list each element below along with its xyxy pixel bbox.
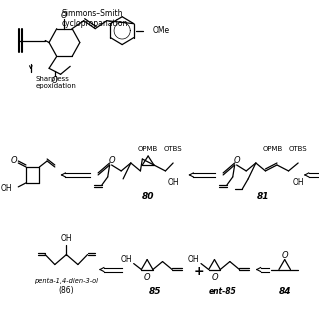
Text: penta-1,4-dien-3-ol: penta-1,4-dien-3-ol (34, 277, 98, 284)
Text: OPMB: OPMB (138, 146, 158, 152)
Text: OMe: OMe (153, 26, 170, 35)
Text: O: O (52, 76, 58, 85)
Text: OTBS: OTBS (289, 146, 308, 152)
Text: 80: 80 (142, 192, 154, 201)
Text: O: O (61, 11, 68, 20)
Text: OPMB: OPMB (263, 146, 283, 152)
Text: Simmons–Smith
cyclopropanation: Simmons–Smith cyclopropanation (61, 9, 128, 28)
Text: Sharpless
epoxidation: Sharpless epoxidation (36, 76, 76, 89)
Text: O: O (144, 273, 150, 282)
Text: (86): (86) (59, 286, 74, 295)
Text: OTBS: OTBS (164, 146, 182, 152)
Text: 84: 84 (278, 287, 291, 296)
Text: OH: OH (188, 255, 199, 264)
Text: OH: OH (292, 179, 304, 188)
Text: OH: OH (120, 255, 132, 264)
Text: 85: 85 (148, 287, 161, 296)
Text: O: O (233, 156, 240, 165)
Text: OH: OH (167, 179, 179, 188)
Text: +: + (194, 265, 204, 278)
Text: O: O (281, 251, 288, 260)
Text: O: O (108, 156, 115, 165)
Text: O: O (211, 273, 218, 282)
Text: OH: OH (60, 234, 72, 243)
Text: OH: OH (1, 184, 12, 193)
Text: 81: 81 (257, 192, 270, 201)
Text: O: O (11, 156, 18, 165)
Text: ent-85: ent-85 (208, 287, 236, 296)
